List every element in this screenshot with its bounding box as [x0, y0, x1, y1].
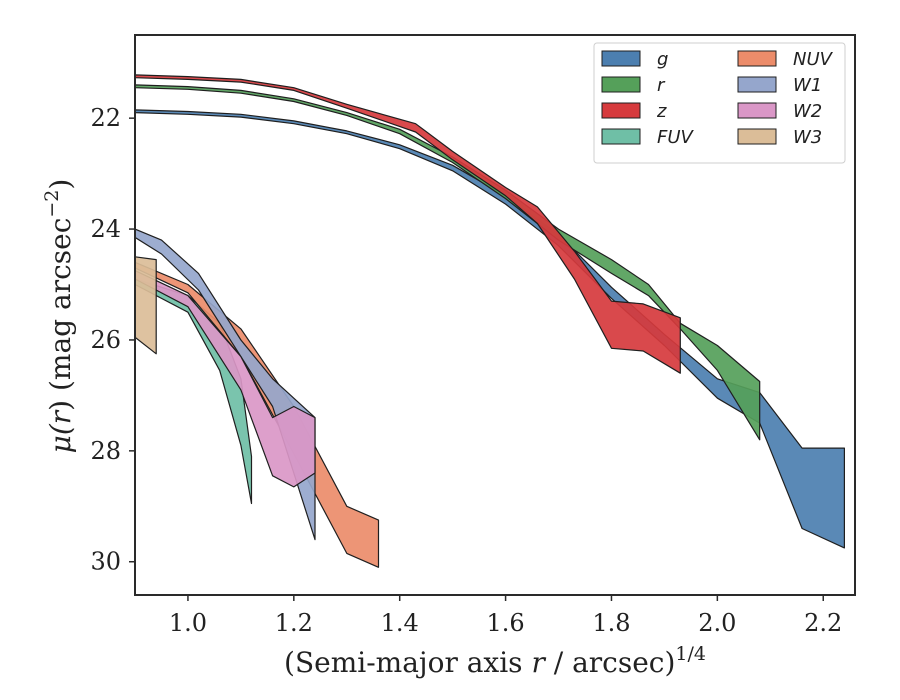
- legend-box: [593, 42, 846, 164]
- band-z: [135, 74, 681, 374]
- legend-label-fuv: FUV: [657, 127, 695, 148]
- band-w3: [135, 256, 157, 355]
- legend-label-g: g: [657, 49, 668, 70]
- x-tick-label: 2.0: [698, 609, 736, 637]
- x-tick-label: 1.8: [592, 609, 630, 637]
- legend-label-r: r: [657, 75, 666, 96]
- y-tick-label: 24: [90, 215, 121, 243]
- legend-swatch-w2: [737, 102, 777, 119]
- y-tick-label: 26: [90, 326, 121, 354]
- band-g: [135, 109, 846, 549]
- x-tick-label: 1.6: [487, 609, 525, 637]
- legend-swatch-z: [601, 102, 641, 119]
- y-axis: 22 24 26 28 30: [90, 104, 135, 576]
- x-tick-label: 1.4: [381, 609, 419, 637]
- y-axis-label: μ(r) (mag arcsec−2): [41, 179, 77, 454]
- legend-swatch-g: [601, 50, 641, 67]
- x-tick-label: 1.0: [169, 609, 207, 637]
- legend-label-w3: W3: [793, 127, 822, 148]
- legend-label-nuv: NUV: [793, 49, 834, 70]
- y-tick-label: 28: [90, 437, 121, 465]
- legend-label-w1: W1: [793, 75, 822, 96]
- legend-swatch-w3: [737, 128, 777, 145]
- band-nuv: [135, 261, 380, 568]
- legend-swatch-r: [601, 76, 641, 93]
- legend-label-z: z: [656, 101, 667, 122]
- y-tick-label: 22: [90, 104, 121, 132]
- legend-label-w2: W2: [793, 101, 822, 122]
- legend-swatch-nuv: [737, 50, 777, 67]
- y-tick-label: 30: [90, 548, 121, 576]
- bands-layer: [135, 74, 846, 568]
- band-w1: [135, 228, 316, 541]
- x-axis: 1.0 1.2 1.4 1.6 1.8 2.0 2.2: [169, 595, 842, 637]
- plot-frame: [134, 34, 856, 596]
- legend-swatch-fuv: [601, 128, 641, 145]
- legend-swatch-w1: [737, 76, 777, 93]
- x-axis-label: (Semi-major axis r / arcsec)1/4: [284, 643, 706, 679]
- x-tick-label: 1.2: [275, 609, 313, 637]
- band-w2: [135, 270, 316, 488]
- legend: grz FUV NUV W1 W2 W3: [593, 42, 846, 164]
- x-tick-label: 2.2: [804, 609, 842, 637]
